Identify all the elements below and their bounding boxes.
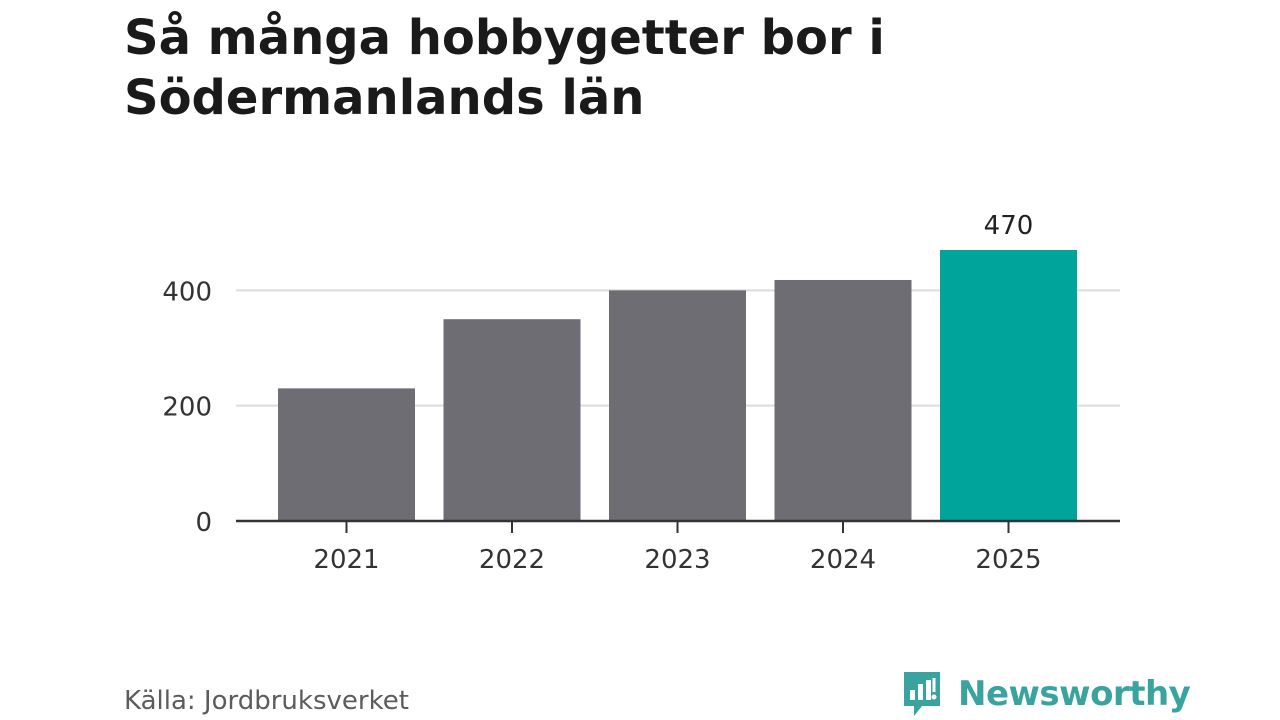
newsworthy-logo-icon [904,672,940,716]
source-note: Källa: Jordbruksverket [124,686,409,716]
bars [278,250,1077,521]
x-tick-label: 2022 [479,545,545,575]
y-tick-label: 200 [162,393,212,423]
x-axis [236,519,1120,533]
x-tick-label: 2021 [313,545,379,575]
x-tick-label: 2025 [975,545,1041,575]
x-tick-label: 2023 [644,545,710,575]
brand-name: Newsworthy [958,674,1191,714]
y-tick-label: 0 [195,508,212,538]
labels: 0 200 400 2021 2022 2023 2024 2025 470 [162,211,1041,575]
bar-2023 [609,290,746,521]
bar-2021 [278,388,415,521]
bar-2022 [443,319,581,521]
brand-logo: Newsworthy [902,670,1191,718]
bar-2024 [774,279,912,521]
data-label: 470 [984,211,1034,241]
chart-title: Så många hobbygetter bor i Södermanlands… [124,10,885,126]
y-tick-label: 400 [162,277,212,307]
x-tick-label: 2024 [810,545,876,575]
bar-2025 [940,250,1077,521]
